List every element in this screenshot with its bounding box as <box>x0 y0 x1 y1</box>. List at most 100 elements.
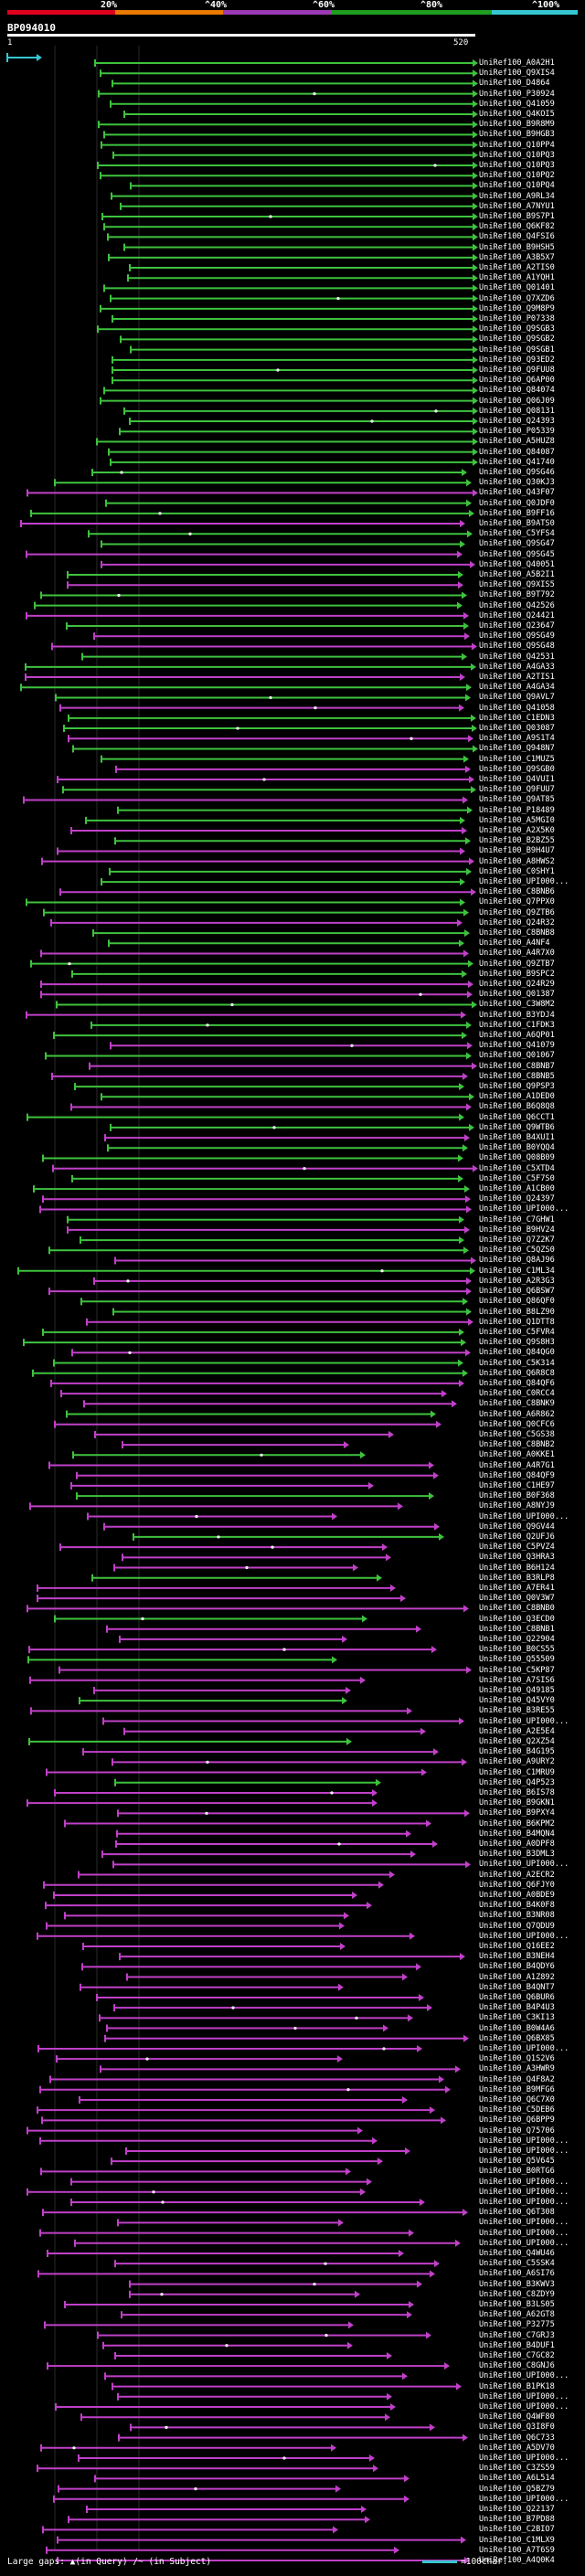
hit-label[interactable]: UniRef100_Q0V3W7 <box>479 1594 555 1604</box>
hit-label[interactable]: UniRef100_C5SSK4 <box>479 2259 555 2269</box>
hit-label[interactable]: UniRef100_Q5V645 <box>479 2157 555 2167</box>
hit-label[interactable]: UniRef100_Q4KOI5 <box>479 110 555 119</box>
hit-label[interactable]: UniRef100_UPI000... <box>479 2238 569 2248</box>
hit-label[interactable]: UniRef100_C5KP87 <box>479 1665 555 1675</box>
hit-label[interactable]: UniRef100_B9HSH5 <box>479 242 555 252</box>
hit-label[interactable]: UniRef100_UPI000... <box>479 2177 569 2187</box>
hit-label[interactable]: UniRef100_B4P4U3 <box>479 2003 555 2013</box>
hit-label[interactable]: UniRef100_Q9SGB2 <box>479 334 555 345</box>
hit-label[interactable]: UniRef100_Q7QDU9 <box>479 1921 555 1931</box>
hit-label[interactable]: UniRef100_B4DUF1 <box>479 2340 555 2350</box>
hit-label[interactable]: UniRef100_Q3HRA3 <box>479 1553 555 1563</box>
hit-label[interactable]: UniRef100_C5DEB6 <box>479 2105 555 2115</box>
hit-label[interactable]: UniRef100_Q7XZD6 <box>479 293 555 303</box>
hit-label[interactable]: UniRef100_Q10PP4 <box>479 140 555 150</box>
hit-label[interactable]: UniRef100_B4MQN4 <box>479 1829 555 1839</box>
hit-label[interactable]: UniRef100_B6IS78 <box>479 1787 555 1797</box>
hit-label[interactable]: UniRef100_C8BNB0 <box>479 1604 555 1614</box>
hit-label[interactable]: UniRef100_B0RTG6 <box>479 2167 555 2177</box>
hit-label[interactable]: UniRef100_Q2XZ54 <box>479 1736 555 1746</box>
hit-label[interactable]: UniRef100_Q0CFC6 <box>479 1419 555 1429</box>
hit-label[interactable]: UniRef100_Q9SGB1 <box>479 345 555 355</box>
hit-label[interactable]: UniRef100_A7T6S9 <box>479 2545 555 2555</box>
hit-label[interactable]: UniRef100_C5F7S0 <box>479 1173 555 1183</box>
hit-label[interactable]: UniRef100_Q4WF80 <box>479 2412 555 2422</box>
hit-label[interactable]: UniRef100_Q22904 <box>479 1634 555 1644</box>
hit-label[interactable]: UniRef100_C8BNB2 <box>479 1440 555 1450</box>
hit-label[interactable]: UniRef100_Q84QF9 <box>479 1470 555 1480</box>
hit-label[interactable]: UniRef100_Q10PQ4 <box>479 181 555 191</box>
hit-label[interactable]: UniRef100_A0A2H1 <box>479 58 555 68</box>
hit-label[interactable]: UniRef100_A3HWR9 <box>479 2064 555 2074</box>
hit-label[interactable]: UniRef100_C5YFS4 <box>479 529 555 539</box>
hit-label[interactable]: UniRef100_Q9AT85 <box>479 795 555 805</box>
hit-label[interactable]: UniRef100_UPI000... <box>479 877 569 887</box>
hit-label[interactable]: UniRef100_Q24421 <box>479 610 555 620</box>
hit-label[interactable]: UniRef100_B9H4U7 <box>479 846 555 856</box>
hit-label[interactable]: UniRef100_A4NF4 <box>479 938 550 949</box>
hit-label[interactable]: UniRef100_B6H124 <box>479 1563 555 1573</box>
hit-label[interactable]: UniRef100_UPI000... <box>479 2453 569 2463</box>
hit-label[interactable]: UniRef100_Q01387 <box>479 990 555 1000</box>
hit-label[interactable]: UniRef100_B3RE55 <box>479 1706 555 1716</box>
hit-label[interactable]: UniRef100_Q30KJ3 <box>479 478 555 488</box>
hit-label[interactable]: UniRef100_C8BNB1 <box>479 1624 555 1634</box>
hit-label[interactable]: UniRef100_B3RLP8 <box>479 1573 555 1583</box>
hit-label[interactable]: UniRef100_Q9GV44 <box>479 1521 555 1532</box>
hit-label[interactable]: UniRef100_Q1DTT8 <box>479 1317 555 1327</box>
hit-label[interactable]: UniRef100_Q9SG45 <box>479 549 555 559</box>
hit-label[interactable]: UniRef100_Q5BZ79 <box>479 2484 555 2494</box>
hit-label[interactable]: UniRef100_C1MUZ5 <box>479 754 555 764</box>
hit-label[interactable]: UniRef100_Q6BX85 <box>479 2033 555 2043</box>
hit-label[interactable]: UniRef100_C8ZDY9 <box>479 2289 555 2299</box>
hit-label[interactable]: UniRef100_Q55509 <box>479 1655 555 1665</box>
hit-label[interactable]: UniRef100_Q6C7X0 <box>479 2094 555 2104</box>
hit-label[interactable]: UniRef100_C8BNB8 <box>479 928 555 938</box>
hit-label[interactable]: UniRef100_UPI000... <box>479 2187 569 2197</box>
hit-label[interactable]: UniRef100_Q43F07 <box>479 488 555 498</box>
hit-label[interactable]: UniRef100_Q4VUI1 <box>479 775 555 785</box>
hit-label[interactable]: UniRef100_A9RL34 <box>479 191 555 201</box>
hit-label[interactable]: UniRef100_Q9SGB3 <box>479 324 555 334</box>
hit-label[interactable]: UniRef100_Q9M8P9 <box>479 303 555 313</box>
hit-label[interactable]: UniRef100_A9URY2 <box>479 1757 555 1767</box>
hit-label[interactable]: UniRef100_Q22137 <box>479 2504 555 2514</box>
hit-label[interactable]: UniRef100_C5K314 <box>479 1358 555 1368</box>
hit-label[interactable]: UniRef100_Q40051 <box>479 559 555 569</box>
hit-label[interactable]: UniRef100_Q41059 <box>479 99 555 109</box>
hit-label[interactable]: UniRef100_UPI000... <box>479 1511 569 1521</box>
hit-label[interactable]: UniRef100_Q41058 <box>479 703 555 713</box>
hit-label[interactable]: UniRef100_Q9ZTB6 <box>479 907 555 917</box>
hit-label[interactable]: UniRef100_Q49185 <box>479 1685 555 1695</box>
hit-label[interactable]: UniRef100_C0RCC4 <box>479 1389 555 1399</box>
hit-label[interactable]: UniRef100_C8GNJ6 <box>479 2361 555 2371</box>
hit-label[interactable]: UniRef100_A2TIS1 <box>479 673 555 683</box>
hit-label[interactable]: UniRef100_C5GS38 <box>479 1429 555 1439</box>
hit-label[interactable]: UniRef100_C5PVZ4 <box>479 1542 555 1553</box>
hit-label[interactable]: UniRef100_Q06J09 <box>479 396 555 406</box>
hit-label[interactable]: UniRef100_Q6BSW7 <box>479 1287 555 1297</box>
hit-label[interactable]: UniRef100_B4QDY6 <box>479 1962 555 1972</box>
hit-label[interactable]: UniRef100_Q9WTB6 <box>479 1122 555 1132</box>
hit-label[interactable]: UniRef100_B9SPC2 <box>479 969 555 979</box>
hit-label[interactable]: UniRef100_Q4P523 <box>479 1777 555 1787</box>
hit-label[interactable]: UniRef100_D4864 <box>479 79 550 89</box>
hit-label[interactable]: UniRef100_C1EDN3 <box>479 713 555 723</box>
hit-label[interactable]: UniRef100_A0DPF8 <box>479 1839 555 1849</box>
hit-label[interactable]: UniRef100_A7ER41 <box>479 1583 555 1593</box>
hit-label[interactable]: UniRef100_B3DML3 <box>479 1850 555 1860</box>
hit-label[interactable]: UniRef100_Q4FSI6 <box>479 232 555 242</box>
hit-label[interactable]: UniRef100_Q9S8H3 <box>479 1338 555 1348</box>
hit-label[interactable]: UniRef100_A4R7X0 <box>479 949 555 959</box>
hit-label[interactable]: UniRef100_UPI000... <box>479 2043 569 2053</box>
hit-label[interactable]: UniRef100_Q42526 <box>479 600 555 610</box>
hit-label[interactable]: UniRef100_B9T792 <box>479 590 555 600</box>
hit-label[interactable]: UniRef100_C5FVR4 <box>479 1327 555 1337</box>
hit-label[interactable]: UniRef100_Q10PQ2 <box>479 171 555 181</box>
hit-label[interactable]: UniRef100_C5QZS0 <box>479 1246 555 1256</box>
hit-label[interactable]: UniRef100_Q42531 <box>479 652 555 662</box>
hit-label[interactable]: UniRef100_C1HE97 <box>479 1480 555 1490</box>
hit-label[interactable]: UniRef100_Q6KF82 <box>479 222 555 232</box>
hit-label[interactable]: UniRef100_UPI000... <box>479 2391 569 2401</box>
hit-label[interactable]: UniRef100_B2BZ55 <box>479 836 555 846</box>
